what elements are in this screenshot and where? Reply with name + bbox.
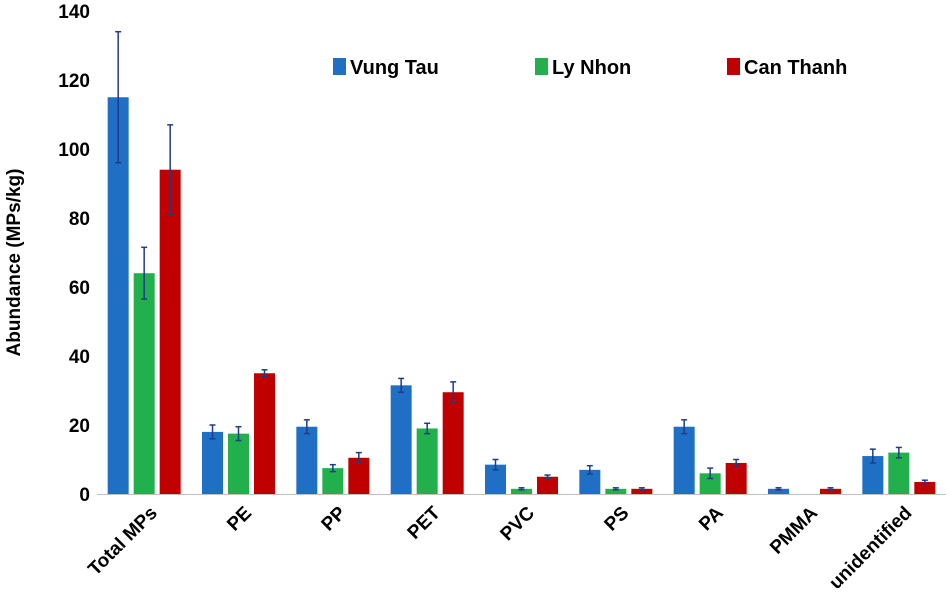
bar-vung-tau-ps: [579, 469, 601, 494]
x-tick-label: Total MPs: [84, 503, 161, 580]
bar-can-thanh-unidentified: [914, 481, 936, 494]
bar-can-thanh-pe: [254, 373, 275, 494]
legend-label: Vung Tau: [350, 57, 439, 79]
bar-vung-tau-pvc: [485, 464, 506, 494]
bars: [107, 97, 936, 494]
bar-ly-nhon-pa: [699, 473, 721, 494]
error-bars: [115, 30, 928, 491]
bar-can-thanh-pmma: [820, 488, 841, 494]
y-tick-label: 40: [69, 347, 90, 368]
x-tick-label: PP: [318, 502, 351, 535]
x-tick-label: PA: [695, 502, 728, 535]
bar-vung-tau-pp: [296, 426, 318, 494]
bar-can-thanh-pa: [725, 462, 747, 494]
y-tick-label: 0: [79, 485, 90, 506]
y-tick-label: 140: [58, 2, 90, 23]
y-tick-label: 20: [69, 416, 90, 437]
bar-ly-nhon-unidentified: [888, 452, 910, 494]
y-tick-label: 80: [69, 209, 90, 230]
bar-vung-tau-pmma: [768, 488, 789, 494]
bar-ly-nhon-pe: [228, 433, 249, 494]
bar-can-thanh-ps: [631, 488, 653, 494]
bar-ly-nhon-pet: [416, 428, 438, 494]
legend-swatch: [333, 58, 346, 75]
x-tick-label: PMMA: [766, 502, 822, 558]
bar-can-thanh-total-mps: [159, 169, 181, 494]
x-tick-label: PS: [601, 503, 634, 536]
x-tick-label: PE: [223, 503, 256, 536]
bar-can-thanh-pet: [442, 392, 464, 494]
y-tick-label: 120: [58, 71, 90, 92]
bar-vung-tau-pa: [673, 426, 695, 494]
bar-vung-tau-total-mps: [107, 97, 129, 494]
bar-vung-tau-unidentified: [862, 456, 884, 494]
bar-ly-nhon-total-mps: [133, 273, 155, 494]
bar-vung-tau-pe: [202, 431, 223, 494]
x-tick-label: unidentified: [825, 503, 916, 594]
bar-ly-nhon-pp: [322, 468, 344, 494]
bar-can-thanh-pvc: [537, 476, 558, 494]
legend-label: Ly Nhon: [552, 57, 631, 79]
y-tick-label: 100: [58, 140, 90, 161]
bar-ly-nhon-ps: [605, 488, 627, 494]
bar-can-thanh-pp: [348, 457, 370, 494]
legend-swatch: [535, 58, 548, 75]
bar-vung-tau-pet: [390, 385, 412, 494]
y-tick-label: 60: [69, 278, 90, 299]
legend: Vung Tau Ly Nhon Can Thanh: [333, 57, 847, 79]
y-axis-title: Abundance (MPs/kg): [4, 169, 25, 357]
x-tick-label: PVC: [497, 502, 540, 545]
bar-ly-nhon-pvc: [511, 488, 532, 494]
legend-label: Can Thanh: [744, 57, 847, 79]
legend-swatch: [727, 58, 740, 75]
x-tick-label: PET: [404, 502, 445, 543]
